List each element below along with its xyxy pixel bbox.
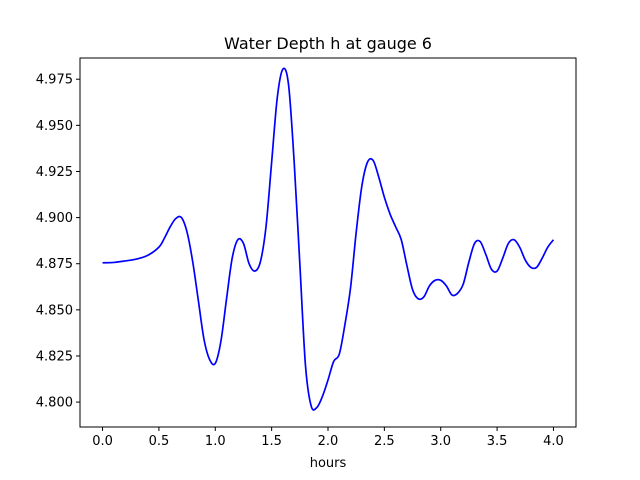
y-tick-label: 4.875 xyxy=(36,257,73,272)
x-tick-label: 4.0 xyxy=(543,434,564,449)
plot-frame xyxy=(79,57,577,428)
x-tick-label: 1.5 xyxy=(261,434,282,449)
x-tick-label: 2.0 xyxy=(318,434,339,449)
y-tick-label: 4.900 xyxy=(36,211,73,226)
chart-title: Water Depth h at gauge 6 xyxy=(224,34,432,53)
x-tick-label: 0.0 xyxy=(92,434,113,449)
x-tick-label: 2.5 xyxy=(374,434,395,449)
y-tick-label: 4.950 xyxy=(36,119,73,134)
x-tick-label: 3.5 xyxy=(487,434,508,449)
y-tick-label: 4.975 xyxy=(36,73,73,88)
series-layer xyxy=(102,67,555,411)
x-tick-label: 1.0 xyxy=(205,434,226,449)
x-axis-label: hours xyxy=(310,456,347,471)
series-line-0 xyxy=(102,67,555,411)
x-tick-label: 3.0 xyxy=(430,434,451,449)
y-tick-label: 4.800 xyxy=(36,396,73,411)
x-axis-ticks: 0.0 0.5 1.0 1.5 2.0 2.5 3.0 3.5 4.0 xyxy=(92,427,564,449)
y-tick-label: 4.925 xyxy=(36,165,73,180)
y-tick-label: 4.850 xyxy=(36,303,73,318)
y-axis-ticks: 4.800 4.825 4.850 4.875 4.900 4.925 4.950 4.975 xyxy=(36,73,80,411)
x-tick-label: 0.5 xyxy=(149,434,170,449)
y-tick-label: 4.825 xyxy=(36,349,73,364)
